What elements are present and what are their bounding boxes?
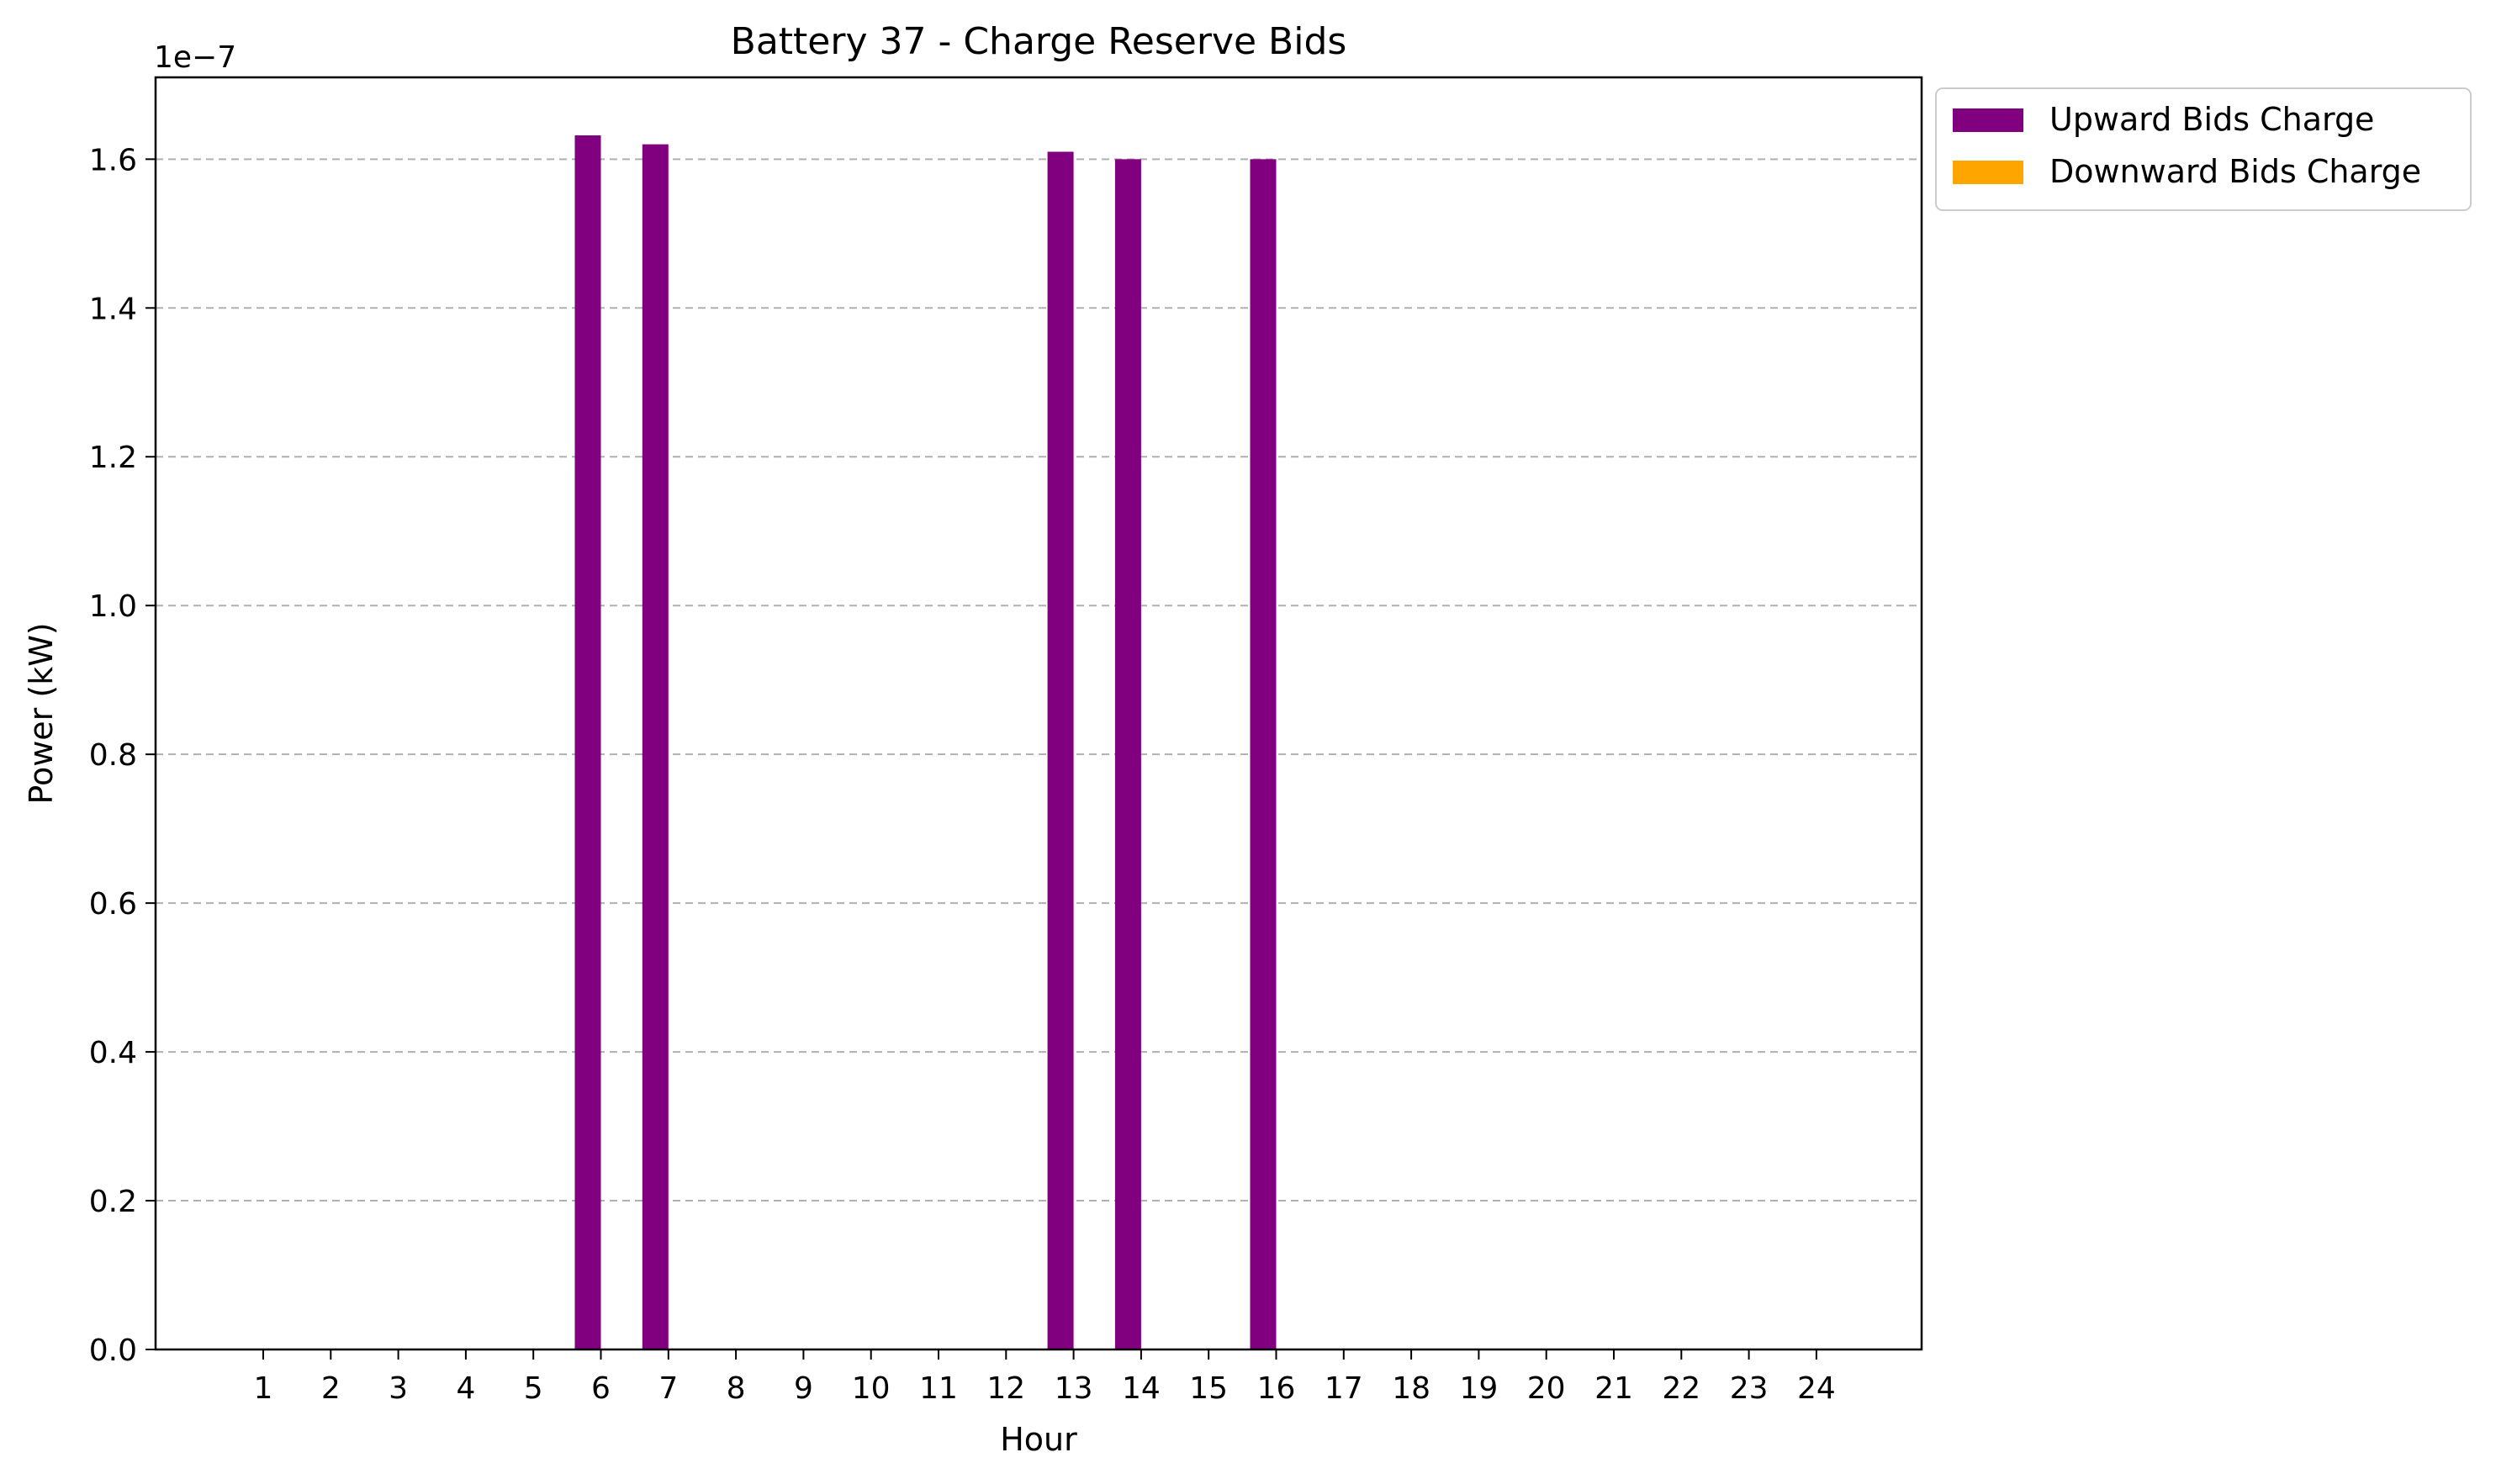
legend-swatch (1953, 161, 2023, 184)
bar-upward-hour-14 (1114, 159, 1141, 1349)
legend-label: Downward Bids Charge (2049, 153, 2421, 190)
plot-frame (154, 76, 1923, 1351)
y-axis-offset-text: 1e−7 (154, 40, 236, 75)
x-tick-label: 7 (658, 1371, 678, 1406)
x-tick-label: 23 (1730, 1371, 1769, 1406)
chart-title: Battery 37 - Charge Reserve Bids (731, 20, 1347, 63)
x-tick-label: 8 (727, 1371, 746, 1406)
legend-box (1935, 87, 2472, 211)
y-axis-label: Power (kW) (23, 622, 60, 804)
x-tick-label: 12 (986, 1371, 1025, 1406)
x-tick-label: 11 (919, 1371, 958, 1406)
axes: 0.00.20.40.60.81.01.21.41.61 2 3 4 5 6 7 8 9 10 11… (89, 143, 1836, 1406)
x-tick-label: 10 (852, 1371, 891, 1406)
x-tick-label: 18 (1392, 1371, 1430, 1406)
x-axis-label: Hour (1000, 1421, 1077, 1458)
y-tick-label: 0.4 (89, 1036, 137, 1070)
legend-swatch (1953, 108, 2023, 132)
y-tick-label: 0.2 (89, 1185, 137, 1219)
legend-label: Upward Bids Charge (2049, 101, 2374, 138)
x-tick-label: 24 (1797, 1371, 1836, 1406)
y-tick-label: 1.4 (89, 292, 137, 326)
x-tick-label: 13 (1055, 1371, 1093, 1406)
x-tick-label: 16 (1257, 1371, 1296, 1406)
bar-upward-hour-7 (642, 144, 669, 1349)
x-tick-label: 22 (1662, 1371, 1700, 1406)
bar-upward-hour-16 (1250, 159, 1277, 1349)
y-tick-label: 1.6 (89, 143, 137, 177)
x-tick-label: 14 (1122, 1371, 1161, 1406)
grid-lines (156, 158, 1922, 1350)
x-tick-label: 21 (1594, 1371, 1633, 1406)
x-tick-label: 17 (1325, 1371, 1363, 1406)
x-tick-label: 1 (254, 1371, 273, 1406)
x-tick-label: 15 (1189, 1371, 1228, 1406)
x-tick-label: 20 (1527, 1371, 1566, 1406)
x-tick-label: 3 (389, 1371, 408, 1406)
bar-upward-hour-13 (1047, 151, 1074, 1350)
bar-upward-hour-6 (574, 135, 601, 1349)
x-tick-label: 2 (321, 1371, 341, 1406)
y-tick-label: 1.2 (89, 441, 137, 475)
x-tick-label: 4 (456, 1371, 475, 1406)
y-tick-label: 0.0 (89, 1333, 137, 1368)
legend: Upward Bids Charge Downward Bids Charge (1935, 87, 2472, 211)
y-tick-label: 1.0 (89, 589, 137, 624)
y-tick-label: 0.6 (89, 887, 137, 922)
x-tick-label: 19 (1459, 1371, 1498, 1406)
y-tick-label: 0.8 (89, 738, 137, 773)
x-tick-label: 6 (591, 1371, 611, 1406)
x-tick-label: 5 (524, 1371, 543, 1406)
x-tick-label: 9 (794, 1371, 813, 1406)
bars (574, 135, 1277, 1350)
